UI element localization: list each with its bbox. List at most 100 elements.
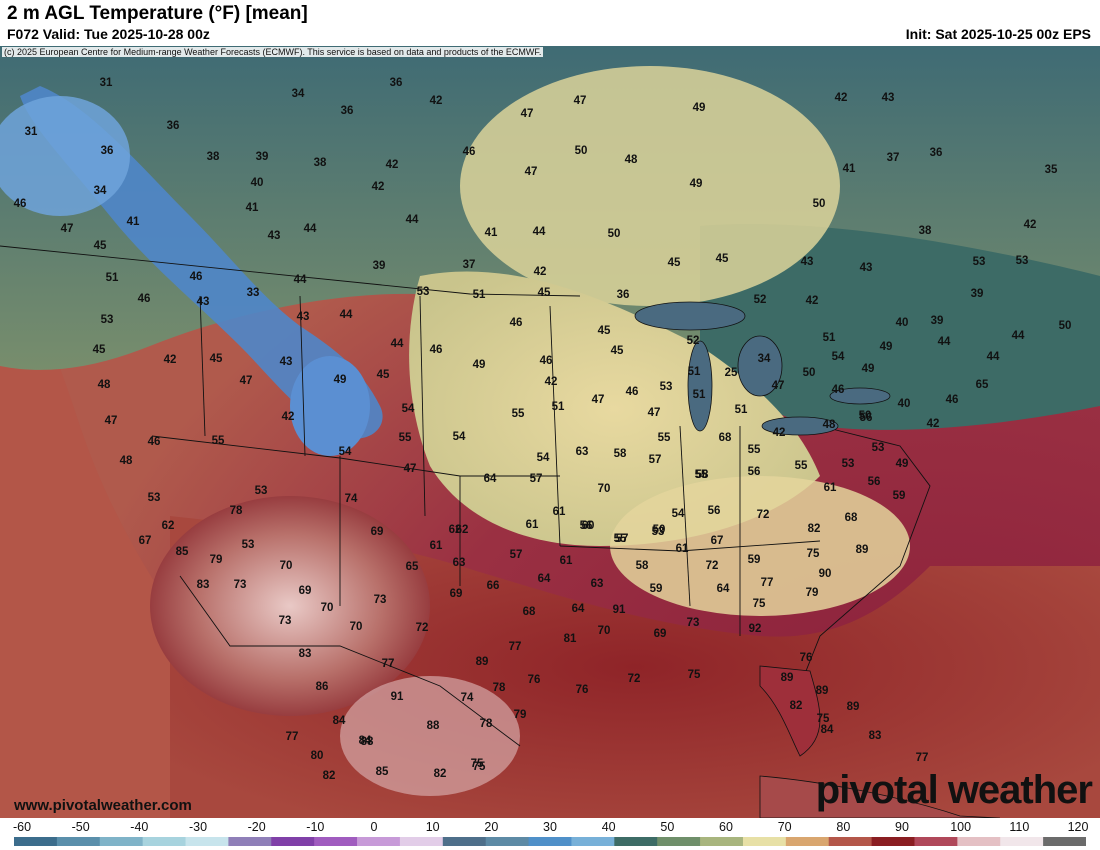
temperature-label: 36 — [930, 147, 943, 159]
temperature-label: 70 — [598, 625, 611, 637]
temperature-label: 69 — [299, 585, 312, 597]
map-canvas[interactable]: 31 36 34 36 42 47 49 42 43 31 36 47 36 38 39 38 46 50 48 37… — [0, 46, 1100, 818]
temperature-label: 44 — [406, 214, 419, 226]
temperature-label: 70 — [321, 602, 334, 614]
temperature-label: 56 — [708, 505, 721, 517]
temperature-label: 53 — [660, 381, 673, 393]
colorbar-segment — [185, 837, 229, 846]
temperature-label: 73 — [279, 615, 292, 627]
temperature-label: 72 — [628, 673, 641, 685]
temperature-label: 92 — [749, 623, 762, 635]
temperature-label: 45 — [611, 345, 624, 357]
temperature-label: 42 — [806, 295, 819, 307]
temperature-label: 55 — [212, 435, 225, 447]
east-coast — [799, 425, 931, 687]
temperature-label: 58 — [614, 448, 627, 460]
florida-peninsula — [759, 665, 821, 757]
colorbar-tick: 110 — [1009, 820, 1030, 834]
temperature-label: 88 — [427, 720, 440, 732]
temperature-label: 45 — [94, 240, 107, 252]
temperature-label: 37 — [887, 152, 900, 164]
colorbar-tick: 60 — [719, 820, 733, 834]
colorbar-segment — [657, 837, 701, 846]
temperature-label: 55 — [695, 469, 708, 481]
temperature-label: 56 — [868, 476, 881, 488]
temperature-label: 46 — [14, 198, 27, 210]
temperature-label: 89 — [847, 701, 860, 713]
temperature-label: 59 — [748, 554, 761, 566]
temperature-label: 41 — [843, 163, 856, 175]
temperature-label: 54 — [339, 446, 352, 458]
temperature-label: 40 — [251, 177, 264, 189]
temperature-label: 78 — [493, 682, 506, 694]
temperature-map[interactable]: 31 36 34 36 42 47 49 42 43 31 36 47 36 38 39 38 46 50 48 37… — [0, 46, 1100, 818]
temperature-label: 46 — [540, 355, 553, 367]
temperature-label: 88 — [361, 736, 374, 748]
temperature-label: 75 — [473, 761, 486, 773]
temperature-label: 57 — [649, 454, 662, 466]
temperature-label: 50 — [653, 524, 666, 536]
temperature-label: 41 — [246, 202, 259, 214]
temperature-label: 49 — [896, 458, 909, 470]
temperature-label: 91 — [613, 604, 626, 616]
temperature-label: 69 — [654, 628, 667, 640]
temperature-label: 50 — [1059, 320, 1072, 332]
temperature-label: 51 — [735, 404, 748, 416]
temperature-label: 83 — [197, 579, 210, 591]
colorbar-segment — [742, 837, 787, 846]
temperature-label: 58 — [636, 560, 649, 572]
temperature-label: 76 — [528, 674, 541, 686]
temperature-label: 37 — [463, 259, 476, 271]
colorbar-segment — [56, 837, 101, 846]
lake-ontario — [829, 387, 891, 405]
site-url[interactable]: www.pivotalweather.com — [14, 797, 192, 814]
temperature-label: 42 — [282, 411, 295, 423]
temperature-label: 47 — [592, 394, 605, 406]
colorbar-tick: 40 — [601, 820, 616, 834]
lake-huron — [737, 335, 783, 397]
temperature-label: 65 — [406, 561, 419, 573]
temperature-label: 82 — [808, 523, 821, 535]
bc-cold-field — [0, 96, 130, 216]
temperature-label: 45 — [668, 257, 681, 269]
temperature-label: 46 — [190, 271, 203, 283]
temperature-label: 59 — [893, 490, 906, 502]
northeast-cool-field — [700, 224, 1100, 430]
temperature-label: 64 — [717, 583, 730, 595]
temperature-label: 77 — [761, 577, 774, 589]
temperature-label: 72 — [416, 622, 429, 634]
cuba — [759, 775, 1001, 818]
temperature-label: 46 — [148, 436, 161, 448]
temperature-label: 61 — [553, 506, 566, 518]
temperature-label: 61 — [430, 540, 443, 552]
colorbar-segment — [271, 837, 315, 846]
temperature-label: 44 — [294, 274, 307, 286]
temperature-label: 25 — [725, 367, 738, 379]
temperature-label: 54 — [537, 452, 550, 464]
temperature-label: 82 — [323, 770, 336, 782]
temperature-label: 38 — [919, 225, 932, 237]
colorbar-tick: -10 — [306, 820, 325, 834]
temperature-label: 80 — [311, 750, 324, 762]
temperature-label: 46 — [430, 344, 443, 356]
temperature-label: 89 — [781, 672, 794, 684]
temperature-label: 44 — [1012, 330, 1025, 342]
temperature-label: 70 — [350, 621, 363, 633]
state-line — [559, 540, 821, 552]
temperature-label: 69 — [450, 588, 463, 600]
temperature-label: 77 — [916, 752, 929, 764]
temperature-label: 45 — [598, 325, 611, 337]
temperature-label: 53 — [101, 314, 114, 326]
colorbar-tick: 90 — [895, 820, 909, 834]
temperature-label: 42 — [835, 92, 848, 104]
temperature-label: 55 — [512, 408, 525, 420]
temperature-label: 79 — [210, 554, 223, 566]
temperature-label: 31 — [100, 77, 113, 89]
temperature-label: 49 — [690, 178, 703, 190]
us-canada-border — [0, 245, 581, 297]
temperature-label: 36 — [390, 77, 403, 89]
colorbar-segment — [442, 837, 487, 846]
temperature-label: 53 — [652, 526, 665, 538]
colorbar-segment — [828, 837, 873, 846]
temperature-label: 40 — [896, 317, 909, 329]
